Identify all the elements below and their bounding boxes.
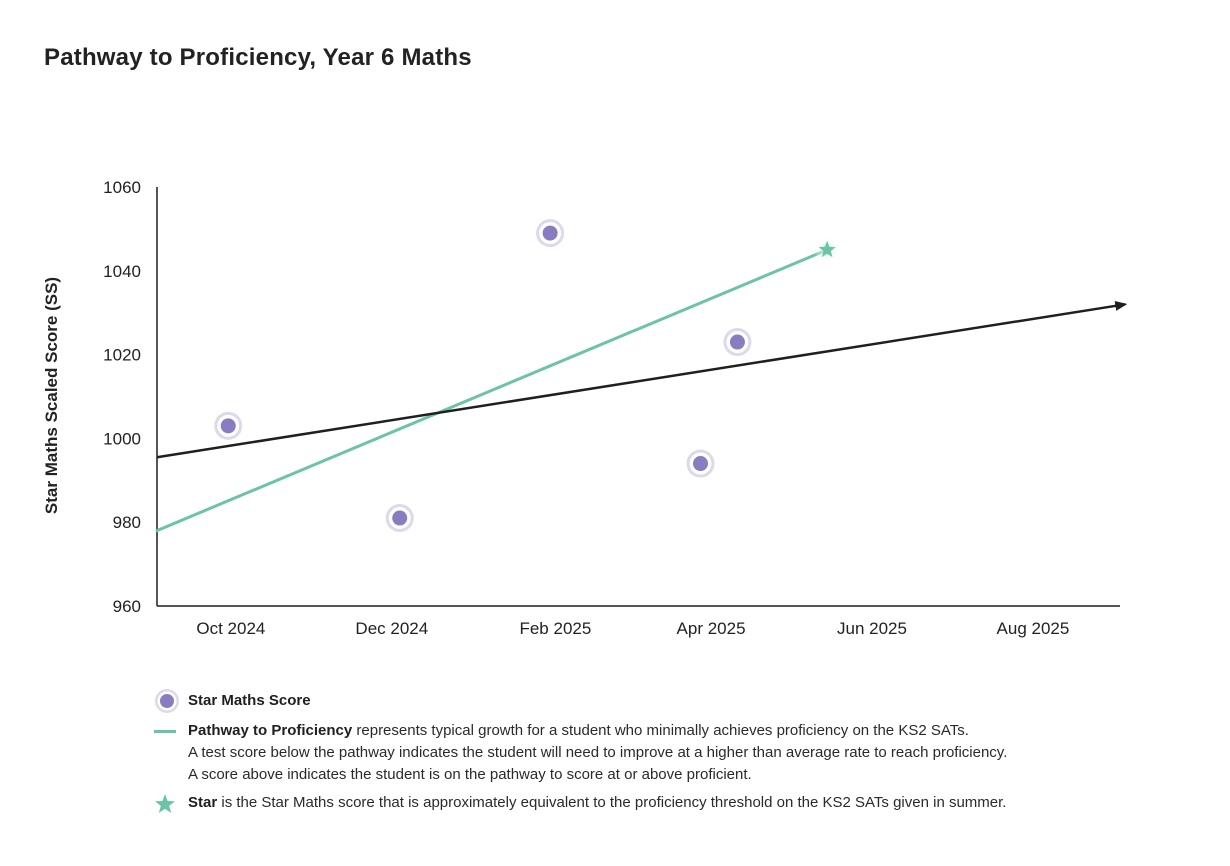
y-tick-label: 1000 <box>103 429 141 448</box>
y-tick-label: 980 <box>113 513 141 532</box>
star-marker <box>818 240 836 258</box>
x-tick-label: Feb 2025 <box>519 619 591 638</box>
x-tick-label: Aug 2025 <box>997 619 1070 638</box>
y-axis-label: Star Maths Scaled Score (SS) <box>42 277 61 514</box>
legend-pathway-text-2: A test score below the pathway indicates… <box>188 744 1008 761</box>
y-tick-label: 1020 <box>103 346 141 365</box>
legend-pathway-text-3: A score above indicates the student is o… <box>188 766 752 783</box>
chart-title: Pathway to Proficiency, Year 6 Maths <box>44 44 472 71</box>
legend-star-icon <box>155 794 175 813</box>
legend-score-marker <box>155 689 179 713</box>
y-tick-label: 1060 <box>103 178 141 197</box>
trend-arrow-line <box>156 300 1128 459</box>
score-point <box>542 225 558 241</box>
x-tick-label: Apr 2025 <box>677 619 746 638</box>
x-tick-label: Jun 2025 <box>837 619 907 638</box>
y-tick-label: 1040 <box>103 262 141 281</box>
legend-pathway-marker <box>154 730 176 733</box>
legend-item-score: Star Maths Score <box>154 688 1204 714</box>
pathway-line <box>155 248 829 533</box>
legend-star-label: Star <box>188 794 218 811</box>
chart-svg: 960 980 1000 1020 1040 1060 Star Maths Scaled … <box>42 178 1128 638</box>
score-point <box>220 418 236 434</box>
legend-pathway-label: Pathway to Proficiency <box>188 722 353 739</box>
legend: Star Maths Score Pathway to Proficiency … <box>154 688 1204 814</box>
legend-star-text: is the Star Maths score that is approxim… <box>217 794 1007 811</box>
legend-item-star: Star is the Star Maths score that is app… <box>154 792 1204 814</box>
x-tick-label: Oct 2024 <box>196 619 265 638</box>
score-point <box>729 334 745 350</box>
y-tick-label: 960 <box>113 597 141 616</box>
legend-pathway-text-1: represents typical growth for a student … <box>352 722 969 739</box>
legend-item-pathway: Pathway to Proficiency represents typica… <box>154 720 1204 786</box>
score-point <box>693 456 709 472</box>
score-point <box>392 510 408 526</box>
x-tick-label: Dec 2024 <box>355 619 428 638</box>
legend-score-label: Star Maths Score <box>188 692 311 709</box>
